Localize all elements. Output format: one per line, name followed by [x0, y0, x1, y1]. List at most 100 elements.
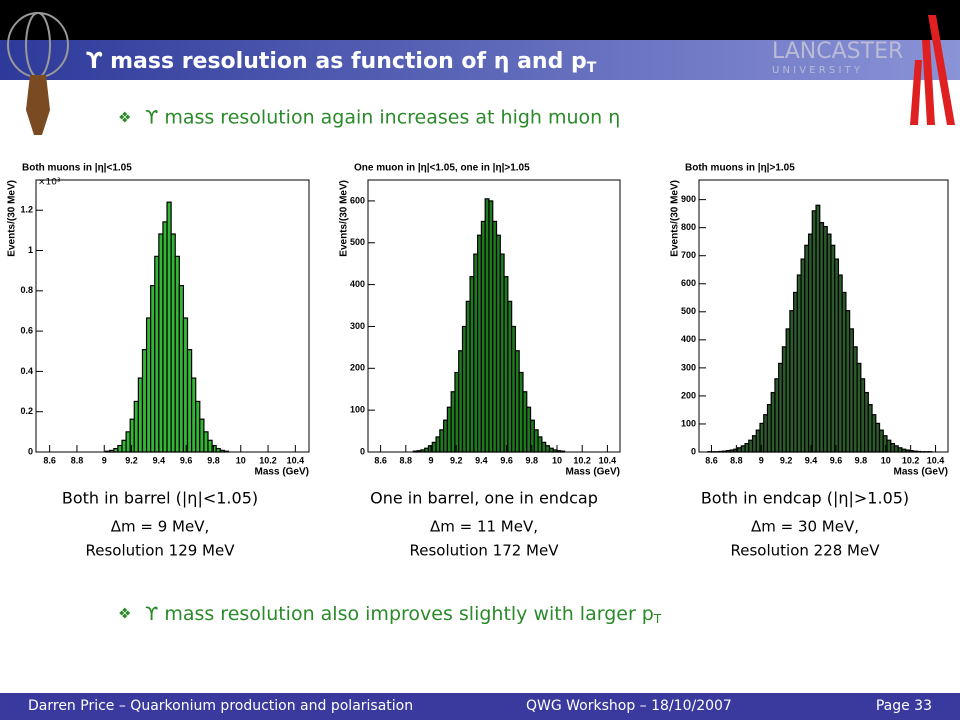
y-tick-label: 0	[360, 446, 365, 456]
x-tick-label: 10.2	[573, 455, 591, 465]
x-tick-label: 9.6	[830, 455, 843, 465]
bullet: ϒ mass resolution again increases at hig…	[145, 107, 620, 129]
y-tick-label: 900	[681, 194, 696, 204]
bar	[175, 256, 179, 452]
bar	[106, 451, 110, 452]
y-tick-label: 100	[681, 418, 696, 428]
x-tick-label: 10.4	[599, 455, 617, 465]
x-tick-label: 10.2	[259, 455, 277, 465]
x-tick-label: 10	[236, 455, 246, 465]
chart-title: Both muons in |η|<1.05	[22, 163, 132, 174]
caption-line: Both in endcap (|η|>1.05)	[701, 489, 909, 508]
y-tick-label: 0.8	[20, 285, 33, 295]
x-tick-label: 9.2	[780, 455, 793, 465]
bar	[224, 451, 228, 452]
bar	[183, 318, 187, 452]
bullet-icon: ❖	[118, 605, 131, 623]
x-tick-label: 10.2	[902, 455, 920, 465]
x-tick-label: 9.2	[450, 455, 463, 465]
caption-line: Δm = 30 MeV,	[751, 518, 859, 536]
bar	[118, 446, 122, 452]
y-tick-label: 0.2	[20, 406, 33, 416]
bar	[122, 440, 126, 452]
bar	[163, 222, 167, 452]
y-multiplier: ×10³	[38, 178, 61, 188]
y-tick-label: 600	[681, 278, 696, 288]
bar	[142, 350, 146, 452]
footer-right: Page 33	[876, 698, 932, 714]
y-axis-label: Events/(30 MeV)	[7, 180, 18, 257]
bar	[171, 234, 175, 452]
bar	[208, 440, 212, 452]
bar	[159, 234, 163, 452]
y-tick-label: 400	[350, 279, 365, 289]
x-tick-label: 10	[552, 455, 562, 465]
x-tick-label: 8.6	[374, 455, 387, 465]
bullet: ϒ mass resolution also improves slightly…	[145, 603, 662, 626]
x-axis-label: Mass (GeV)	[566, 467, 620, 478]
caption-line: Resolution 129 MeV	[86, 542, 236, 560]
y-tick-label: 500	[681, 306, 696, 316]
bar	[179, 286, 183, 452]
logo-sub: U N I V E R S I T Y	[772, 65, 861, 76]
bar	[130, 419, 134, 452]
chart-title: Both muons in |η|>1.05	[685, 163, 795, 174]
y-tick-label: 300	[681, 362, 696, 372]
x-tick-label: 9	[428, 455, 433, 465]
x-tick-label: 8.6	[705, 455, 718, 465]
caption-line: Δm = 11 MeV,	[430, 518, 538, 536]
bar	[216, 449, 220, 452]
x-axis-label: Mass (GeV)	[255, 467, 309, 478]
bar	[110, 450, 114, 452]
bar	[167, 202, 171, 452]
bar	[155, 256, 159, 452]
caption-line: Resolution 172 MeV	[410, 542, 560, 560]
y-tick-label: 500	[350, 237, 365, 247]
y-tick-label: 700	[681, 250, 696, 260]
x-tick-label: 9	[759, 455, 764, 465]
footer-center: QWG Workshop – 18/10/2007	[526, 698, 732, 714]
bar	[200, 419, 204, 452]
footer-left: Darren Price – Quarkonium production and…	[28, 698, 413, 714]
x-tick-label: 10	[881, 455, 891, 465]
x-tick-label: 8.8	[400, 455, 413, 465]
y-tick-label: 0	[28, 446, 33, 456]
logo-name: LANCASTER	[772, 39, 903, 64]
y-tick-label: 300	[350, 321, 365, 331]
x-tick-label: 8.8	[730, 455, 743, 465]
x-tick-label: 9.8	[855, 455, 868, 465]
x-tick-label: 9.4	[805, 455, 818, 465]
y-tick-label: 100	[350, 405, 365, 415]
y-tick-label: 200	[350, 363, 365, 373]
x-axis-label: Mass (GeV)	[894, 467, 948, 478]
x-tick-label: 9.8	[207, 455, 220, 465]
x-tick-label: 9.2	[125, 455, 138, 465]
y-axis-label: Events/(30 MeV)	[339, 180, 350, 257]
bar	[134, 401, 138, 452]
x-tick-label: 9	[102, 455, 107, 465]
bar	[212, 446, 216, 452]
x-tick-label: 9.8	[526, 455, 539, 465]
bar	[204, 432, 208, 452]
bar	[188, 350, 192, 452]
y-tick-label: 1	[28, 245, 33, 255]
y-tick-label: 600	[350, 195, 365, 205]
bar	[220, 450, 224, 452]
bar	[138, 378, 142, 452]
bar	[192, 378, 196, 452]
bar	[151, 286, 155, 452]
bar	[126, 432, 130, 452]
caption-line: Resolution 228 MeV	[731, 542, 881, 560]
y-tick-label: 0.4	[20, 366, 33, 376]
chart-title: One muon in |η|<1.05, one in |η|>1.05	[354, 163, 530, 174]
x-tick-label: 9.6	[180, 455, 193, 465]
x-tick-label: 9.6	[500, 455, 513, 465]
top-band	[0, 0, 960, 40]
y-axis-label: Events/(30 MeV)	[670, 180, 681, 257]
y-tick-label: 1.2	[20, 205, 33, 215]
bar	[561, 451, 565, 452]
caption-line: Δm = 9 MeV,	[111, 518, 210, 536]
slide-title: ϒ mass resolution as function of η and p…	[86, 49, 597, 76]
x-tick-label: 8.8	[71, 455, 84, 465]
